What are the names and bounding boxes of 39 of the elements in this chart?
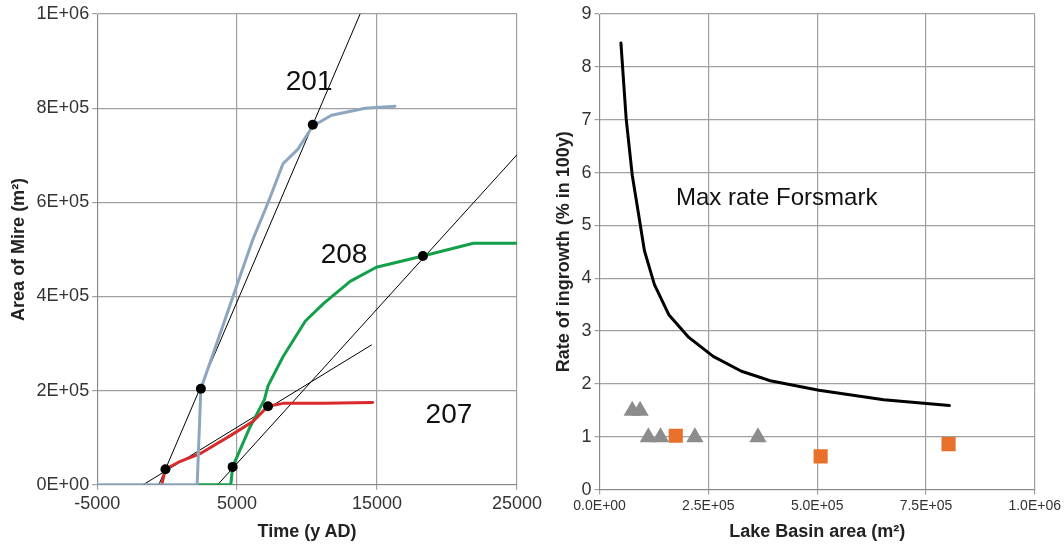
point xyxy=(307,119,318,130)
y-tick-label: 2E+05 xyxy=(36,379,90,400)
y-tick-label: 1E+06 xyxy=(36,2,90,23)
series-label: 201 xyxy=(285,65,333,97)
point xyxy=(227,461,238,472)
series-label: Max rate Forsmark xyxy=(676,183,879,211)
y-tick-label: 4 xyxy=(581,267,592,288)
point xyxy=(417,250,428,261)
x-tick-label: 0.0E+00 xyxy=(573,496,627,513)
y-tick-label: 5 xyxy=(581,214,592,235)
x-axis-title: Time (y AD) xyxy=(257,521,357,542)
x-tick-label: 25000 xyxy=(491,492,542,513)
y-tick-label: 1 xyxy=(581,425,592,446)
y-tick-label: 8 xyxy=(581,55,592,76)
y-tick-label: 2 xyxy=(581,372,592,393)
y-tick-label: 9 xyxy=(581,2,592,23)
series-label: 207 xyxy=(425,397,473,429)
x-tick-label: 1.0E+06 xyxy=(1008,496,1062,513)
x-tick-label: 5000 xyxy=(217,492,258,513)
y-axis-title: Rate of ingrowth (% in 100y) xyxy=(552,131,573,373)
y-tick-label: 4E+05 xyxy=(36,285,90,306)
y-tick-label: 6 xyxy=(581,161,592,182)
x-tick-label: 2.5E+05 xyxy=(682,496,735,513)
y-tick-label: 3 xyxy=(581,320,592,341)
series-label: 208 xyxy=(320,238,368,270)
y-tick-label: 0 xyxy=(581,478,592,499)
x-axis-title: Lake Basin area (m²) xyxy=(729,521,906,542)
y-tick-label: 7 xyxy=(581,108,592,129)
point xyxy=(263,401,274,412)
y-tick-label: 0E+00 xyxy=(36,473,90,494)
x-tick-label: -5000 xyxy=(74,492,121,513)
point xyxy=(160,464,171,475)
y-axis-title: Area of Mire (m²) xyxy=(7,177,28,321)
y-tick-label: 6E+05 xyxy=(36,191,90,212)
point xyxy=(195,383,206,394)
x-tick-label: 7.5E+05 xyxy=(899,496,953,513)
y-tick-label: 8E+05 xyxy=(36,97,90,118)
x-tick-label: 15000 xyxy=(352,492,403,513)
x-tick-label: 5.0E+05 xyxy=(790,496,844,513)
